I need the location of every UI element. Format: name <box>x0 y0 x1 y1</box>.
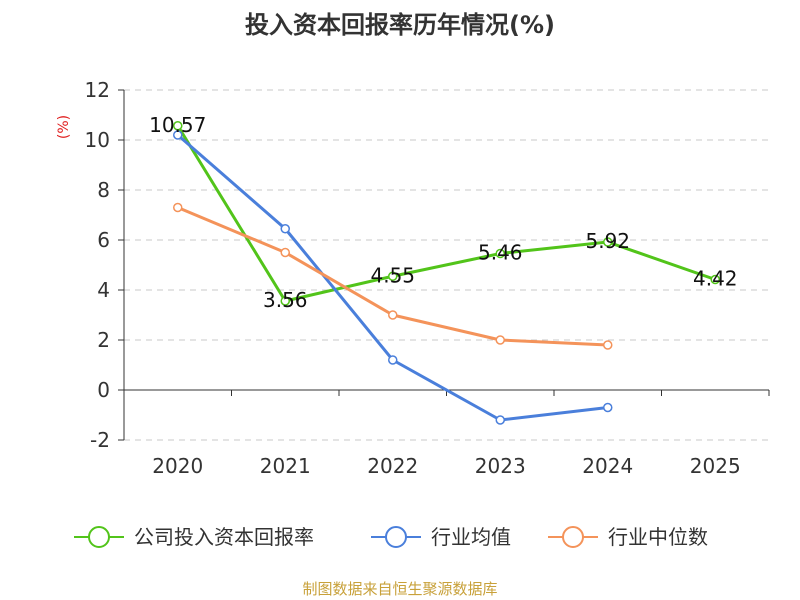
data-point <box>495 415 505 425</box>
y-tick-label: 2 <box>97 328 110 352</box>
legend: 公司投入资本回报率 行业均值 行业中位数 <box>74 525 708 549</box>
data-label: 10.57 <box>149 113 206 137</box>
y-tick-label: 8 <box>97 178 110 202</box>
chart-title: 投入资本回报率历年情况(%) <box>245 11 555 39</box>
legend-label: 公司投入资本回报率 <box>134 525 314 549</box>
y-tick-label: -2 <box>90 428 110 452</box>
x-tick-label: 2022 <box>367 454 418 478</box>
data-point <box>388 310 398 320</box>
y-tick-label: 12 <box>85 78 110 102</box>
y-axis-label: (%) <box>56 115 72 139</box>
grid <box>124 89 769 441</box>
data-label: 4.42 <box>693 267 738 291</box>
legend-label: 行业中位数 <box>608 525 708 549</box>
data-point <box>603 340 613 350</box>
data-point <box>280 224 290 234</box>
series-line <box>176 124 716 303</box>
y-tick-label: 4 <box>97 278 110 302</box>
x-tick-label: 2025 <box>690 454 741 478</box>
y-tick-label: 10 <box>85 128 110 152</box>
data-point <box>280 296 290 306</box>
axes: -2 0 2 4 6 8 10 12 2020 2021 2022 2023 2024 2025 <box>85 78 770 478</box>
y-tick-label: 0 <box>97 378 110 402</box>
series-3 <box>173 202 613 350</box>
legend-marker <box>385 526 407 548</box>
legend-marker <box>88 526 110 548</box>
y-tick-label: 6 <box>97 228 110 252</box>
legend-item-1: 公司投入资本回报率 <box>74 525 314 549</box>
data-point <box>495 248 505 259</box>
data-point <box>603 402 613 413</box>
source-note: 制图数据来自恒生聚源数据库 <box>302 580 497 598</box>
data-point <box>710 274 720 285</box>
x-tick-label: 2023 <box>475 454 526 478</box>
legend-marker <box>562 526 584 548</box>
data-point <box>173 130 183 140</box>
data-point <box>603 237 613 247</box>
series-layer <box>173 121 720 425</box>
legend-item-2: 行业均值 <box>371 525 511 549</box>
data-label: 3.56 <box>263 288 308 312</box>
data-point <box>173 202 183 213</box>
data-point <box>495 335 505 345</box>
data-label: 5.46 <box>478 241 523 265</box>
data-point <box>173 121 183 131</box>
data-label: 4.55 <box>370 263 415 287</box>
data-point <box>388 271 398 281</box>
data-label: 5.92 <box>585 229 630 253</box>
data-labels: 10.57 3.56 4.55 5.46 5.92 4.42 <box>149 113 737 312</box>
series-1 <box>173 121 720 306</box>
data-point <box>280 247 290 258</box>
x-tick-label: 2021 <box>260 454 311 478</box>
legend-label: 行业均值 <box>431 525 511 549</box>
series-2 <box>173 130 613 425</box>
data-point <box>388 355 398 365</box>
x-tick-label: 2024 <box>582 454 633 478</box>
legend-item-3: 行业中位数 <box>548 525 708 549</box>
x-tick-label: 2020 <box>152 454 203 478</box>
